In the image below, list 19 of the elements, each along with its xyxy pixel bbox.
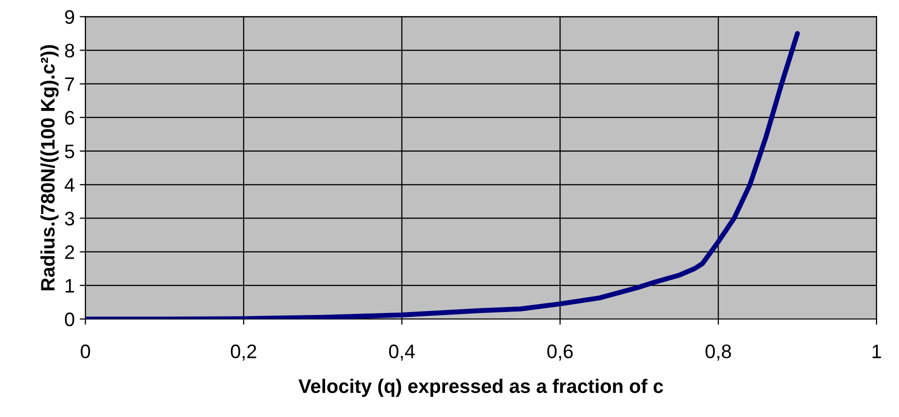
y-tick-label: 6 bbox=[65, 110, 74, 125]
y-tick-label: 1 bbox=[66, 279, 74, 292]
y-tick-label: 3 bbox=[64, 212, 74, 226]
x-tick-label: 0,4 bbox=[389, 344, 415, 361]
x-tick-label: 1 bbox=[872, 344, 881, 358]
y-tick-label: 8 bbox=[65, 44, 74, 58]
line-series bbox=[85, 31, 800, 320]
y-tick-label: 0 bbox=[64, 312, 74, 326]
y-tick-label: 4 bbox=[64, 178, 74, 192]
x-tick-label: 0 bbox=[80, 344, 90, 358]
y-tick-label: 7 bbox=[65, 78, 74, 91]
y-tick-label: 9 bbox=[65, 10, 74, 24]
x-tick-label: 0,2 bbox=[230, 344, 256, 361]
x-tick-label: 0,6 bbox=[547, 344, 573, 361]
x-tick-label: 0,8 bbox=[706, 344, 731, 361]
x-axis-title: Velocity (q) expressed as a fraction of c bbox=[298, 378, 664, 397]
y-tick-label: 5 bbox=[64, 144, 74, 158]
y-tick-label: 2 bbox=[65, 245, 74, 259]
y-axis-title: Radius.(780N/((100 Kg).c²)) bbox=[40, 45, 59, 290]
